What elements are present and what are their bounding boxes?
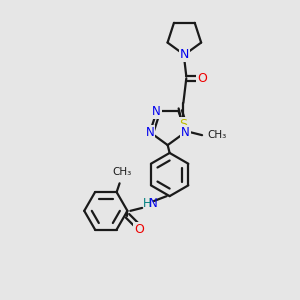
Text: S: S: [179, 118, 188, 131]
Text: O: O: [197, 72, 207, 85]
Text: O: O: [134, 223, 144, 236]
Text: H: H: [143, 197, 152, 211]
Text: N: N: [146, 126, 154, 139]
Text: N: N: [181, 126, 190, 139]
Text: N: N: [148, 197, 157, 211]
Text: CH₃: CH₃: [112, 167, 131, 177]
Text: N: N: [180, 48, 189, 61]
Text: N: N: [152, 105, 161, 118]
Text: CH₃: CH₃: [207, 130, 226, 140]
